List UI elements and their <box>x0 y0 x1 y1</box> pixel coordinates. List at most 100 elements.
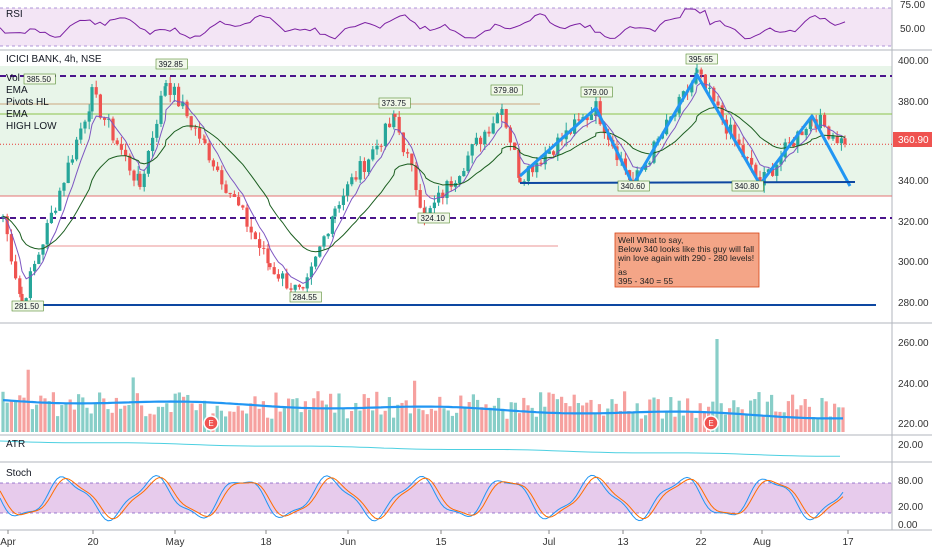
legend-high-low[interactable]: HIGH LOW <box>6 121 57 132</box>
candle <box>648 160 652 166</box>
legend-ema-1[interactable]: EMA <box>6 85 28 96</box>
candle <box>406 148 410 158</box>
volume-bar <box>589 399 593 432</box>
volume-bar <box>383 410 387 432</box>
volume-bar <box>51 392 55 432</box>
pivot-label: 324.10 <box>421 214 446 223</box>
volume-bar <box>400 402 404 432</box>
volume-bar <box>408 413 412 432</box>
candle <box>449 176 453 192</box>
candle <box>272 262 276 275</box>
candle <box>388 117 392 128</box>
candle <box>253 231 257 240</box>
candle <box>216 161 220 172</box>
volume-bar <box>337 393 341 432</box>
volume-bar <box>484 404 488 432</box>
candle <box>500 103 504 115</box>
svg-text:E: E <box>208 419 213 428</box>
volume-bar <box>228 411 232 432</box>
candle <box>281 271 285 287</box>
volume-bar <box>639 418 643 432</box>
candle <box>90 84 94 119</box>
volume-bar <box>274 392 278 432</box>
volume-bar <box>190 403 194 432</box>
rsi-band <box>0 8 892 46</box>
volume-bar <box>14 401 18 432</box>
volume-bar <box>761 415 765 432</box>
last-price-label: 360.90 <box>898 135 929 146</box>
volume-bar <box>194 410 198 432</box>
volume-bar <box>333 412 337 432</box>
legend-vol[interactable]: Vol <box>6 73 20 84</box>
volume-bar <box>182 396 186 432</box>
legend-pivots[interactable]: Pivots HL <box>6 97 49 108</box>
candle <box>337 201 341 213</box>
volume-bar <box>85 407 89 432</box>
candle <box>241 204 245 211</box>
volume-bar <box>509 402 513 432</box>
candle <box>189 115 193 131</box>
volume-ma-line <box>2 399 843 420</box>
volume-bar <box>564 403 568 432</box>
volume-bar <box>820 397 824 432</box>
volume-bar <box>660 418 664 432</box>
candle <box>58 187 62 212</box>
stoch-title: Stoch <box>6 468 32 479</box>
candle <box>383 122 387 150</box>
pivot-label: 379.80 <box>494 86 519 95</box>
volume-bar <box>312 398 316 432</box>
volume-bar <box>161 406 165 432</box>
stoch-k-line <box>0 474 844 522</box>
candle <box>531 166 535 177</box>
atr-line <box>0 440 840 457</box>
x-tick-label: 18 <box>260 537 272 548</box>
candle <box>159 90 163 128</box>
volume-bar <box>476 399 480 432</box>
volume-bar <box>30 409 34 432</box>
candle <box>358 156 362 184</box>
volume-bar <box>396 404 400 432</box>
svg-text:E: E <box>708 419 713 428</box>
candle <box>70 155 74 165</box>
volume-bar <box>576 403 580 432</box>
candle <box>392 110 396 130</box>
volume-bar <box>77 394 81 432</box>
volume-bar <box>501 408 505 432</box>
volume-bar <box>669 397 673 432</box>
volume-bar <box>644 415 648 432</box>
annotation-line-4: ! <box>618 260 620 270</box>
candle <box>309 262 313 285</box>
candle <box>138 171 142 190</box>
volume-bar <box>795 409 799 432</box>
candle <box>517 148 521 183</box>
legend-ema-2[interactable]: EMA <box>6 109 28 120</box>
pivot-label: 379.00 <box>584 88 609 97</box>
candle <box>330 215 334 238</box>
volume-bar <box>282 408 286 432</box>
candle <box>487 126 491 137</box>
volume-bar <box>614 403 618 432</box>
x-tick-label: 20 <box>87 537 99 548</box>
candle <box>111 116 115 144</box>
volume-bar <box>513 402 517 432</box>
volume-bar <box>43 398 47 432</box>
volume-bar <box>455 412 459 432</box>
volume-bar <box>467 402 471 432</box>
candle <box>28 267 32 301</box>
volume-bar <box>480 407 484 432</box>
candle <box>66 155 70 184</box>
volume-bar <box>266 417 270 432</box>
pivot-tag: 281.50 <box>11 300 44 312</box>
volume-bar <box>749 400 753 432</box>
candle <box>577 113 581 123</box>
candle <box>266 243 270 271</box>
candle <box>410 153 414 172</box>
volume-bar <box>471 394 475 432</box>
main-title[interactable]: ICICI BANK, 4h, NSE <box>6 54 102 65</box>
volume-bar <box>169 412 173 432</box>
candle <box>474 132 478 147</box>
volume-bar <box>648 399 652 432</box>
pivot-label: 284.55 <box>293 293 318 302</box>
volume-bar <box>18 395 22 432</box>
volume-bar <box>686 398 690 432</box>
